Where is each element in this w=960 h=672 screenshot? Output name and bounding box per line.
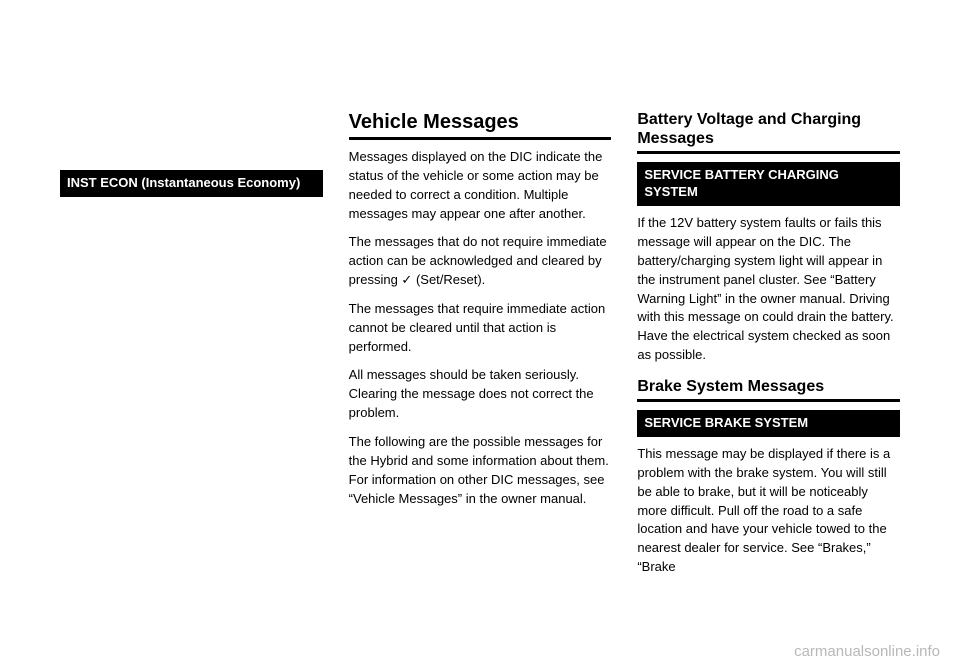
inst-econ-heading: INST ECON (Instantaneous Economy) xyxy=(60,170,323,197)
vehicle-messages-title: Vehicle Messages xyxy=(349,110,612,140)
service-battery-heading: SERVICE BATTERY CHARGING SYSTEM xyxy=(637,162,900,206)
column-1: INST ECON (Instantaneous Economy) xyxy=(60,110,323,587)
brake-paragraph: This message may be displayed if there i… xyxy=(637,445,900,577)
vehicle-messages-p3: The messages that require immediate acti… xyxy=(349,300,612,357)
battery-voltage-title: Battery Voltage and Charging Messages xyxy=(637,110,900,154)
vehicle-messages-p1: Messages displayed on the DIC indicate t… xyxy=(349,148,612,223)
manual-page: INST ECON (Instantaneous Economy) Vehicl… xyxy=(0,0,960,607)
vehicle-messages-p5: The following are the possible messages … xyxy=(349,433,612,508)
watermark-text: carmanualsonline.info xyxy=(794,643,940,660)
brake-system-title: Brake System Messages xyxy=(637,377,900,402)
vehicle-messages-p4: All messages should be taken seriously. … xyxy=(349,366,612,423)
check-icon: ✓ xyxy=(401,272,412,287)
p2-suffix: (Set/Reset). xyxy=(412,272,485,287)
vehicle-messages-p2: The messages that do not require immedia… xyxy=(349,233,612,290)
service-brake-heading: SERVICE BRAKE SYSTEM xyxy=(637,410,900,437)
column-2: Vehicle Messages Messages displayed on t… xyxy=(349,110,612,587)
column-3: Battery Voltage and Charging Messages SE… xyxy=(637,110,900,587)
battery-paragraph: If the 12V battery system faults or fail… xyxy=(637,214,900,365)
